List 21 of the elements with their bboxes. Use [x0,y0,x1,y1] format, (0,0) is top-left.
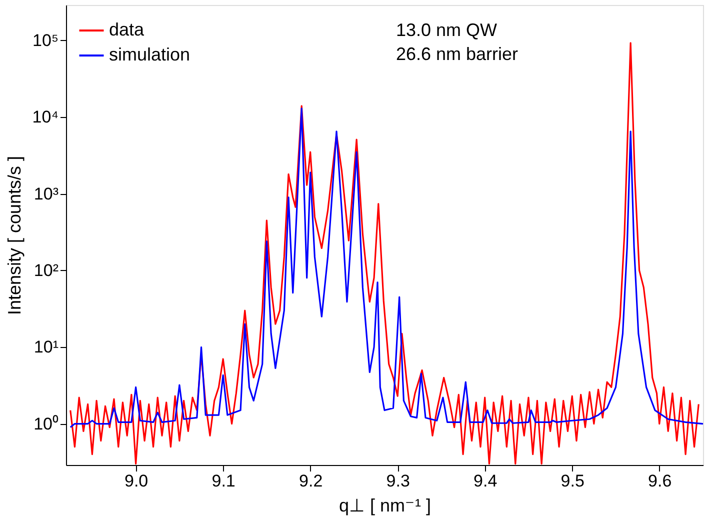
y-tick-label: 10³ [34,184,59,204]
annotation: 13.0 nm QW [396,20,498,40]
y-tick-label: 10² [34,260,59,280]
x-tick-label: 9.5 [560,472,584,490]
y-tick-label: 10⁵ [32,30,58,50]
annotation: 26.6 nm barrier [396,44,518,64]
legend-label: simulation [109,44,190,64]
y-tick-label: 10⁰ [34,414,58,434]
line-series [70,108,703,428]
x-tick-label: 9.4 [474,472,498,490]
x-tick-label: 9.2 [299,472,323,490]
x-tick-label: 9.1 [212,472,236,490]
line-series [70,42,700,465]
legend-label: data [109,20,146,40]
y-tick-label: 10⁴ [32,108,58,127]
x-tick-label: 9.0 [124,472,148,490]
x-axis-title: q⊥ [ nm⁻¹ ] [338,496,432,516]
y-axis-title: Intensity [ counts/s ] [4,156,24,316]
x-tick-label: 9.6 [648,472,672,490]
x-tick-label: 9.3 [386,472,410,490]
y-tick-label: 10¹ [34,338,59,357]
